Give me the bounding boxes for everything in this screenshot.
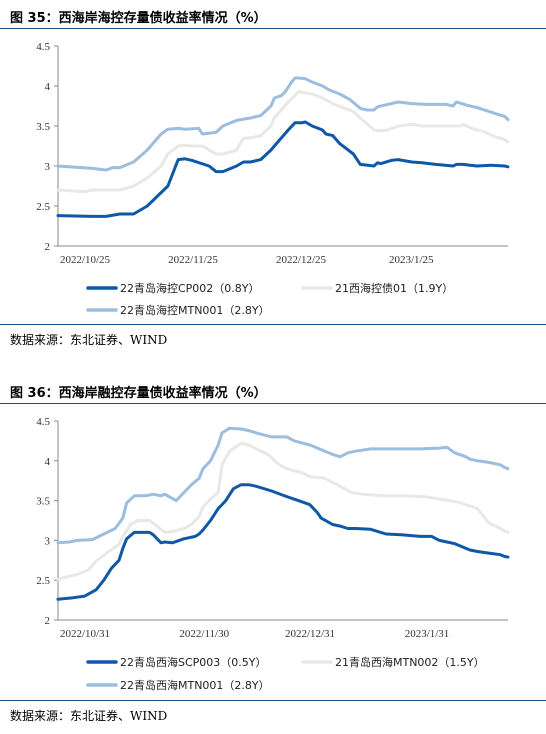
x-tick-label: 2022/10/25 (60, 254, 111, 266)
y-tick-label: 4 (45, 456, 51, 468)
line-chart-35: 2 2.5 3 3.5 4 4.5 2022/10/25 2022/11/25 2022/12/… (36, 41, 510, 317)
legend-label: 22青岛海控CP002（0.8Y） (120, 281, 260, 295)
chart-title-bar: 图 36：西海岸融控存量债收益率情况（%） (0, 381, 546, 404)
legend-label: 21西海控债01（1.9Y） (335, 281, 453, 295)
y-tick-label: 2 (45, 615, 51, 627)
y-tick-label: 4.5 (36, 41, 50, 53)
series-line (56, 90, 510, 194)
y-tick-label: 4 (45, 81, 51, 93)
chart-title: 图 36：西海岸融控存量债收益率情况（%） (10, 386, 267, 401)
series-line (56, 76, 510, 172)
chart-title-bar: 图 35：西海岸海控存量债收益率情况（%） (0, 6, 546, 29)
legend-label: 22青岛西海MTN001（2.8Y） (120, 678, 270, 692)
source-divider (0, 700, 546, 701)
data-source: 数据来源：东北证券、WIND (10, 333, 168, 347)
source-divider (0, 324, 546, 325)
chart-figure-35: 图 35：西海岸海控存量债收益率情况（%） 2 2.5 3 3.5 4 4.5 2022/1… (0, 0, 546, 350)
series-line (56, 441, 510, 581)
y-tick-label: 2 (45, 241, 51, 253)
series-line (56, 483, 510, 601)
x-tick-label: 2023/1/31 (405, 628, 450, 640)
x-tick-label: 2023/1/25 (389, 254, 434, 266)
series-line (56, 426, 510, 545)
series-line (56, 120, 510, 218)
legend-label: 22青岛海控MTN001（2.8Y） (120, 303, 270, 317)
legend-label: 21青岛西海MTN002（1.5Y） (335, 655, 485, 669)
chart-figure-36: 图 36：西海岸融控存量债收益率情况（%） 2 2.5 3 3.5 4 4.5 2022/1… (0, 375, 546, 734)
legend-label: 22青岛西海SCP003（0.5Y） (120, 655, 267, 669)
y-tick-label: 3.5 (36, 496, 50, 508)
y-tick-label: 3 (45, 161, 51, 173)
x-tick-label: 2022/12/25 (276, 254, 327, 266)
line-chart-36: 2 2.5 3 3.5 4 4.5 2022/10/31 2022/11/30 2022/12/… (36, 416, 510, 692)
chart-title: 图 35：西海岸海控存量债收益率情况（%） (10, 11, 267, 26)
y-tick-label: 3.5 (36, 121, 50, 133)
x-tick-label: 2022/11/25 (168, 254, 218, 266)
y-tick-label: 4.5 (36, 416, 50, 428)
data-source: 数据来源：东北证券、WIND (10, 709, 168, 723)
y-tick-label: 3 (45, 535, 51, 547)
x-tick-label: 2022/11/30 (179, 628, 229, 640)
y-tick-label: 2.5 (36, 201, 50, 213)
y-tick-label: 2.5 (36, 575, 50, 587)
x-tick-label: 2022/12/31 (285, 628, 335, 640)
x-tick-label: 2022/10/31 (60, 628, 110, 640)
